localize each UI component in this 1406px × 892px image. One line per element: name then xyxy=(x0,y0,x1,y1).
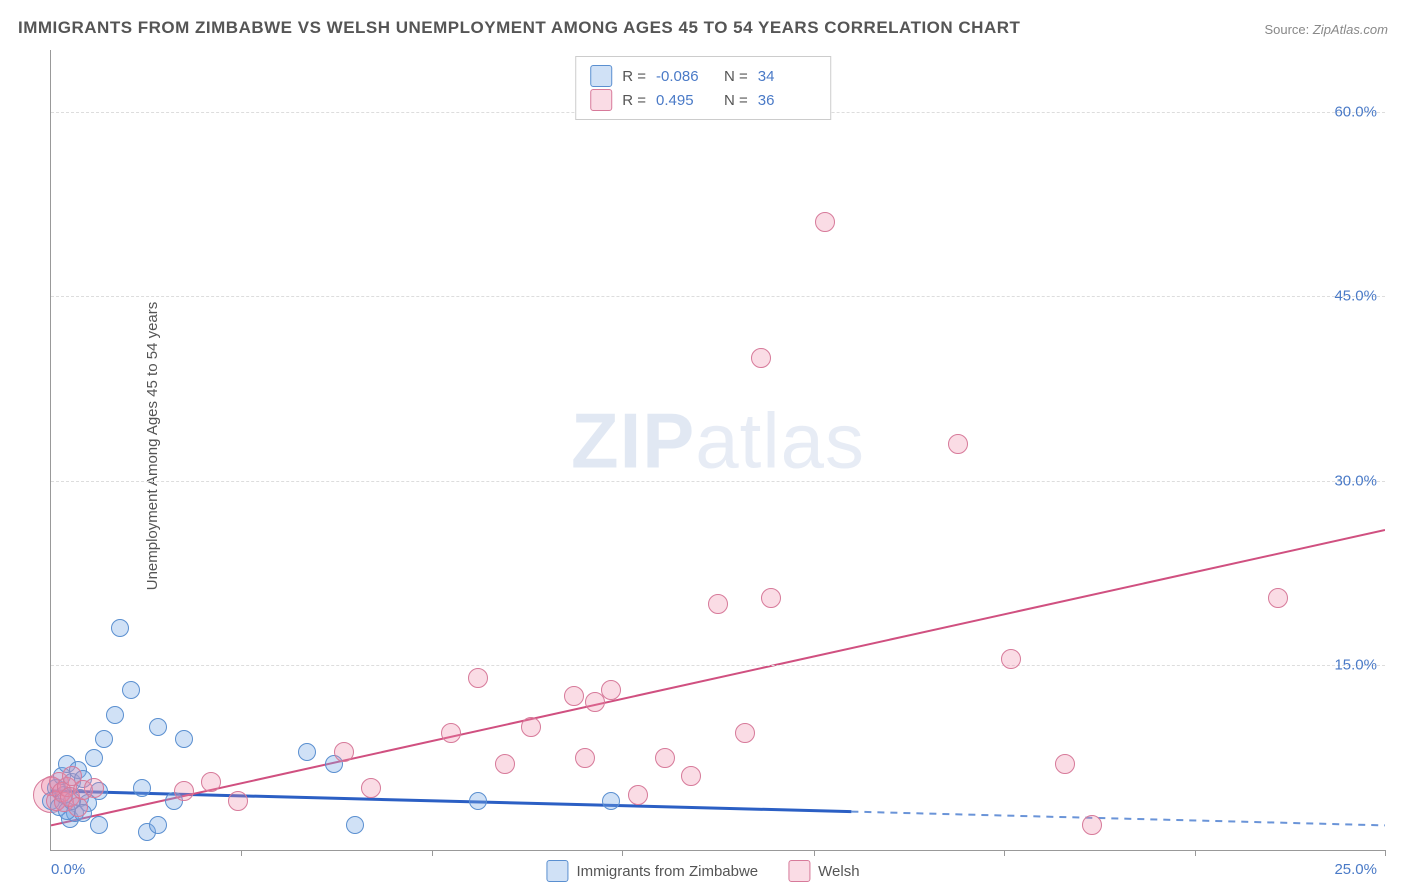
legend-item-welsh: Welsh xyxy=(788,860,859,882)
legend-label-zimbabwe: Immigrants from Zimbabwe xyxy=(576,863,758,880)
data-point-zimbabwe xyxy=(298,743,316,761)
data-point-welsh xyxy=(681,766,701,786)
data-point-welsh xyxy=(761,588,781,608)
xtick-label: 0.0% xyxy=(51,861,85,878)
data-point-zimbabwe xyxy=(133,779,151,797)
legend-swatch-welsh xyxy=(590,89,612,111)
watermark: ZIPatlas xyxy=(571,395,865,486)
legend-swatch-zimbabwe xyxy=(546,860,568,882)
xtick-mark xyxy=(1195,850,1196,856)
gridline-h xyxy=(51,481,1385,482)
legend-n-label: N = xyxy=(724,68,748,85)
ytick-label: 60.0% xyxy=(1334,103,1377,120)
gridline-h xyxy=(51,665,1385,666)
chart-title: IMMIGRANTS FROM ZIMBABWE VS WELSH UNEMPL… xyxy=(18,18,1020,38)
xtick-mark xyxy=(1004,850,1005,856)
watermark-zip: ZIP xyxy=(571,396,695,484)
source-name: ZipAtlas.com xyxy=(1313,22,1388,37)
data-point-welsh xyxy=(564,686,584,706)
data-point-welsh xyxy=(1268,588,1288,608)
data-point-welsh xyxy=(815,212,835,232)
ytick-label: 15.0% xyxy=(1334,657,1377,674)
data-point-zimbabwe xyxy=(602,792,620,810)
correlation-legend: R = -0.086 N = 34 R = 0.495 N = 36 xyxy=(575,56,831,120)
legend-swatch-welsh xyxy=(788,860,810,882)
legend-r-label: R = xyxy=(622,68,646,85)
data-point-welsh xyxy=(1082,815,1102,835)
legend-n-value: 36 xyxy=(758,92,816,109)
source-prefix: Source: xyxy=(1264,22,1312,37)
data-point-welsh xyxy=(201,772,221,792)
data-point-zimbabwe xyxy=(149,718,167,736)
xtick-mark xyxy=(622,850,623,856)
legend-n-label: N = xyxy=(724,92,748,109)
data-point-welsh xyxy=(228,791,248,811)
data-point-zimbabwe xyxy=(346,816,364,834)
data-point-welsh xyxy=(84,778,104,798)
legend-r-value: 0.495 xyxy=(656,92,714,109)
data-point-welsh xyxy=(655,748,675,768)
data-point-welsh xyxy=(441,723,461,743)
data-point-welsh xyxy=(735,723,755,743)
data-point-welsh xyxy=(334,742,354,762)
data-point-welsh xyxy=(948,434,968,454)
data-point-welsh xyxy=(575,748,595,768)
xtick-mark xyxy=(814,850,815,856)
watermark-atlas: atlas xyxy=(695,396,865,484)
xtick-mark xyxy=(241,850,242,856)
legend-r-label: R = xyxy=(622,92,646,109)
plot-area: ZIPatlas 15.0%30.0%45.0%60.0%0.0%25.0% xyxy=(50,50,1385,851)
data-point-zimbabwe xyxy=(175,730,193,748)
data-point-zimbabwe xyxy=(149,816,167,834)
data-point-welsh xyxy=(628,785,648,805)
ytick-label: 30.0% xyxy=(1334,472,1377,489)
legend-n-value: 34 xyxy=(758,68,816,85)
regression-lines-layer xyxy=(51,50,1385,850)
data-point-welsh xyxy=(708,594,728,614)
data-point-zimbabwe xyxy=(90,816,108,834)
data-point-welsh xyxy=(174,781,194,801)
data-point-zimbabwe xyxy=(122,681,140,699)
series-legend: Immigrants from Zimbabwe Welsh xyxy=(546,860,859,882)
data-point-welsh xyxy=(468,668,488,688)
legend-item-zimbabwe: Immigrants from Zimbabwe xyxy=(546,860,758,882)
data-point-welsh xyxy=(601,680,621,700)
source-attribution: Source: ZipAtlas.com xyxy=(1264,22,1388,37)
legend-label-welsh: Welsh xyxy=(818,863,859,880)
gridline-h xyxy=(51,296,1385,297)
data-point-zimbabwe xyxy=(95,730,113,748)
data-point-zimbabwe xyxy=(469,792,487,810)
legend-row-zimbabwe: R = -0.086 N = 34 xyxy=(590,65,816,87)
ytick-label: 45.0% xyxy=(1334,288,1377,305)
data-point-zimbabwe xyxy=(106,706,124,724)
data-point-welsh xyxy=(68,797,88,817)
data-point-zimbabwe xyxy=(111,619,129,637)
regression-line-welsh xyxy=(51,530,1385,825)
data-point-welsh xyxy=(361,778,381,798)
xtick-mark xyxy=(432,850,433,856)
legend-swatch-zimbabwe xyxy=(590,65,612,87)
data-point-welsh xyxy=(495,754,515,774)
data-point-welsh xyxy=(751,348,771,368)
data-point-welsh xyxy=(1055,754,1075,774)
legend-r-value: -0.086 xyxy=(656,68,714,85)
xtick-label: 25.0% xyxy=(1334,861,1377,878)
data-point-welsh xyxy=(1001,649,1021,669)
data-point-zimbabwe xyxy=(85,749,103,767)
xtick-mark xyxy=(1385,850,1386,856)
data-point-welsh xyxy=(521,717,541,737)
legend-row-welsh: R = 0.495 N = 36 xyxy=(590,89,816,111)
regression-line-zimbabwe-extrapolated xyxy=(851,812,1385,826)
